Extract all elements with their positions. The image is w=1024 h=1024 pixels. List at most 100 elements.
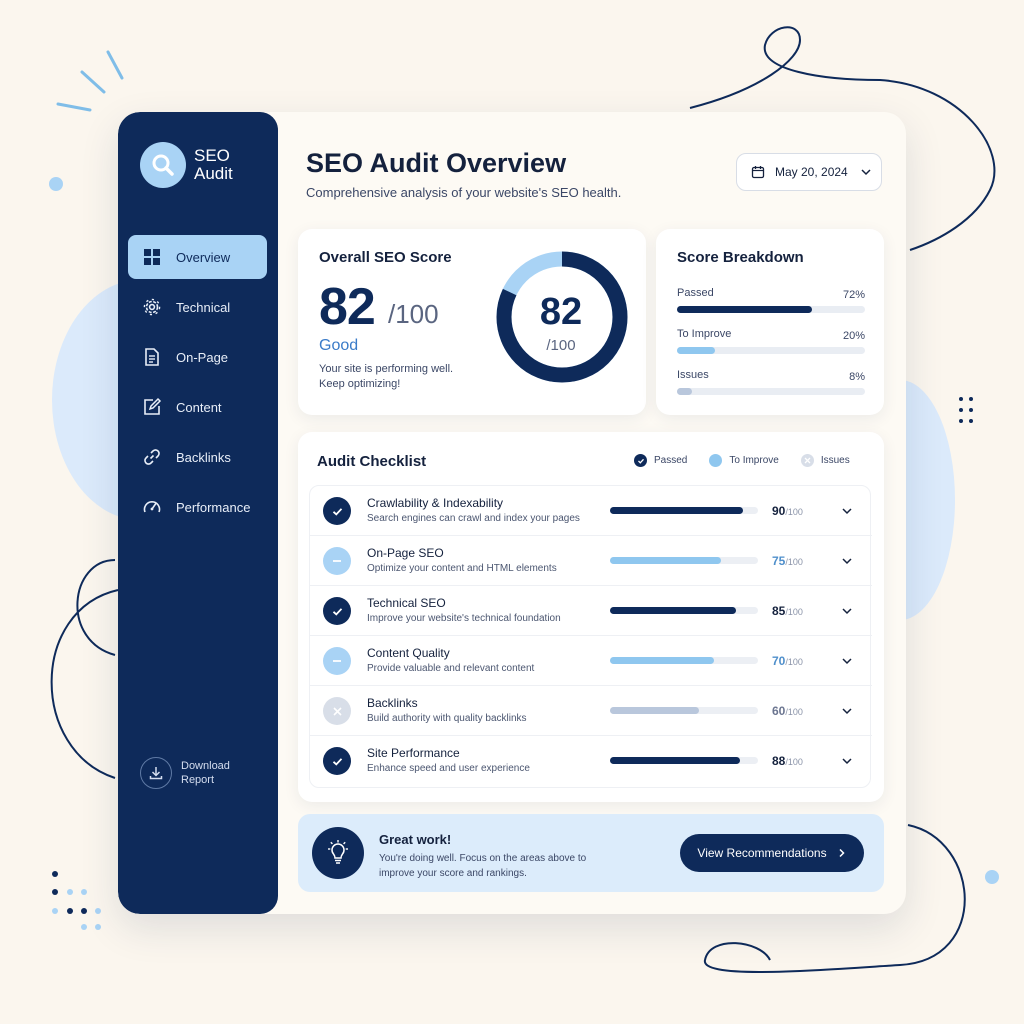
checklist-item-score: 85/100 bbox=[772, 604, 803, 618]
donut-arc bbox=[496, 251, 628, 383]
checklist-row[interactable]: Backlinks Build authority with quality ba… bbox=[310, 686, 872, 736]
chevron-down-icon[interactable] bbox=[840, 704, 854, 718]
legend-passed: Passed bbox=[634, 454, 687, 467]
lightbulb-icon bbox=[312, 827, 364, 879]
sidebar-item-performance[interactable]: Performance bbox=[128, 485, 267, 529]
checklist-item-description: Provide valuable and relevant content bbox=[367, 663, 535, 674]
score-status: Good bbox=[319, 337, 359, 354]
checklist-legend: Passed To Improve Issues bbox=[634, 454, 872, 467]
swirl-left bbox=[50, 559, 119, 779]
breakdown-bar-fill bbox=[677, 347, 715, 354]
legend-to-improve: To Improve bbox=[709, 454, 779, 467]
breakdown-label: To Improve bbox=[677, 328, 732, 340]
banner-text: You're doing well. Focus on the areas ab… bbox=[379, 853, 587, 879]
page-subtitle: Comprehensive analysis of your website's… bbox=[306, 185, 622, 200]
score-donut-chart bbox=[496, 251, 628, 383]
legend-label: To Improve bbox=[729, 455, 779, 466]
checklist-row[interactable]: On-Page SEO Optimize your content and HTM… bbox=[310, 536, 872, 586]
app-name-line1: SEO bbox=[194, 146, 230, 165]
x-icon bbox=[800, 454, 814, 467]
checklist-item-name: On-Page SEO bbox=[367, 546, 444, 560]
checklist-item-score: 70/100 bbox=[772, 654, 803, 668]
dot-decoration bbox=[985, 870, 999, 884]
checklist-row[interactable]: Crawlability & Indexability Search engine… bbox=[310, 486, 872, 536]
breakdown-label: Issues bbox=[677, 369, 709, 381]
checklist-item-name: Technical SEO bbox=[367, 596, 446, 610]
breakdown-percent: 20% bbox=[842, 330, 865, 342]
breakdown-title: Score Breakdown bbox=[677, 249, 804, 266]
date-picker[interactable]: May 20, 2024 bbox=[736, 153, 882, 191]
score-number: 88 bbox=[772, 754, 786, 768]
check-circle-icon bbox=[323, 597, 351, 625]
gauge-icon bbox=[143, 501, 161, 513]
checklist-item-description: Enhance speed and user experience bbox=[367, 763, 530, 774]
checklist-item-name: Content Quality bbox=[367, 646, 450, 660]
download-label-line1: Download bbox=[181, 760, 230, 772]
score-number: 70 bbox=[772, 654, 786, 668]
checklist-item-description: Build authority with quality backlinks bbox=[367, 713, 527, 724]
breakdown-bar-track bbox=[677, 388, 865, 395]
audit-checklist-panel: Audit Checklist Passed To Improve Issues… bbox=[298, 432, 884, 802]
checklist-item-score: 60/100 bbox=[772, 704, 803, 718]
score-description: Your site is performing well. Keep optim… bbox=[319, 363, 454, 390]
checklist-progress-track bbox=[610, 757, 758, 764]
app-logo[interactable]: SEO Audit bbox=[140, 142, 233, 188]
checklist-progress-track bbox=[610, 507, 758, 514]
checklist-item-score: 90/100 bbox=[772, 504, 803, 518]
legend-issues: Issues bbox=[800, 454, 850, 467]
breakdown-percent: 72% bbox=[842, 289, 865, 301]
sidebar-item-technical[interactable]: Technical bbox=[128, 285, 267, 329]
checklist-item-description: Search engines can crawl and index your … bbox=[367, 513, 580, 524]
app-name: SEO Audit bbox=[194, 147, 233, 183]
sidebar-nav: Overview Technical On-Page Content Backl… bbox=[128, 235, 267, 535]
sidebar-item-label: Technical bbox=[176, 299, 231, 315]
checklist-progress-fill bbox=[610, 607, 736, 614]
chevron-down-icon[interactable] bbox=[840, 604, 854, 618]
minus-circle-icon bbox=[323, 647, 351, 675]
download-report-button[interactable]: Download Report bbox=[140, 757, 251, 789]
spark-lines bbox=[56, 50, 124, 112]
checklist-progress-fill bbox=[610, 757, 741, 764]
page-title: SEO Audit Overview bbox=[306, 148, 567, 178]
sidebar-item-backlinks[interactable]: Backlinks bbox=[128, 435, 267, 479]
sidebar-item-content[interactable]: Content bbox=[128, 385, 267, 429]
chevron-down-icon[interactable] bbox=[840, 504, 854, 518]
x-circle-icon bbox=[323, 697, 351, 725]
legend-label: Passed bbox=[654, 455, 688, 466]
score-title: Overall SEO Score bbox=[319, 249, 452, 266]
breakdown-row-passed: Passed 72% bbox=[677, 287, 865, 313]
chevron-down-icon[interactable] bbox=[840, 754, 854, 768]
breakdown-bar-fill bbox=[677, 306, 813, 313]
checklist-progress-fill bbox=[610, 657, 714, 664]
great-work-banner: Great work! You're doing well. Focus on … bbox=[298, 814, 884, 892]
checklist-item-score: 75/100 bbox=[772, 554, 803, 568]
view-recommendations-button[interactable]: View Recommendations bbox=[680, 834, 864, 872]
checklist-title: Audit Checklist bbox=[317, 453, 427, 470]
chevron-down-icon bbox=[861, 169, 871, 176]
checklist-progress-fill bbox=[610, 507, 744, 514]
score-number: 85 bbox=[772, 604, 786, 618]
chevron-down-icon[interactable] bbox=[840, 554, 854, 568]
chevron-down-icon[interactable] bbox=[840, 654, 854, 668]
sidebar-item-on-page[interactable]: On-Page bbox=[128, 335, 267, 379]
checklist-row[interactable]: Site Performance Enhance speed and user e… bbox=[310, 736, 872, 786]
score-value: 82 bbox=[319, 278, 376, 336]
search-icon bbox=[140, 142, 186, 188]
legend-label: Issues bbox=[820, 455, 850, 466]
overall-score-panel: Overall SEO Score 82 /100 Good Your site… bbox=[298, 229, 646, 415]
breakdown-bar-track bbox=[677, 347, 865, 354]
checklist-row[interactable]: Technical SEO Improve your website's tech… bbox=[310, 586, 872, 636]
sidebar-item-overview[interactable]: Overview bbox=[128, 235, 267, 279]
dot-cluster-right bbox=[959, 397, 973, 423]
checklist-progress-track bbox=[610, 657, 758, 664]
checklist-row[interactable]: Content Quality Provide valuable and rele… bbox=[310, 636, 872, 686]
breakdown-row-to-improve: To Improve 20% bbox=[677, 328, 865, 354]
download-report-label: Download Report bbox=[181, 759, 251, 787]
score-out-of: /100 bbox=[785, 607, 803, 617]
chevron-right-icon bbox=[839, 848, 845, 858]
gear-icon bbox=[143, 298, 161, 316]
checklist-item-description: Optimize your content and HTML elements bbox=[367, 563, 557, 574]
sidebar-item-label: Performance bbox=[176, 499, 251, 515]
sidebar-item-label: On-Page bbox=[176, 349, 229, 365]
donut-score-value: 82 bbox=[539, 291, 583, 333]
